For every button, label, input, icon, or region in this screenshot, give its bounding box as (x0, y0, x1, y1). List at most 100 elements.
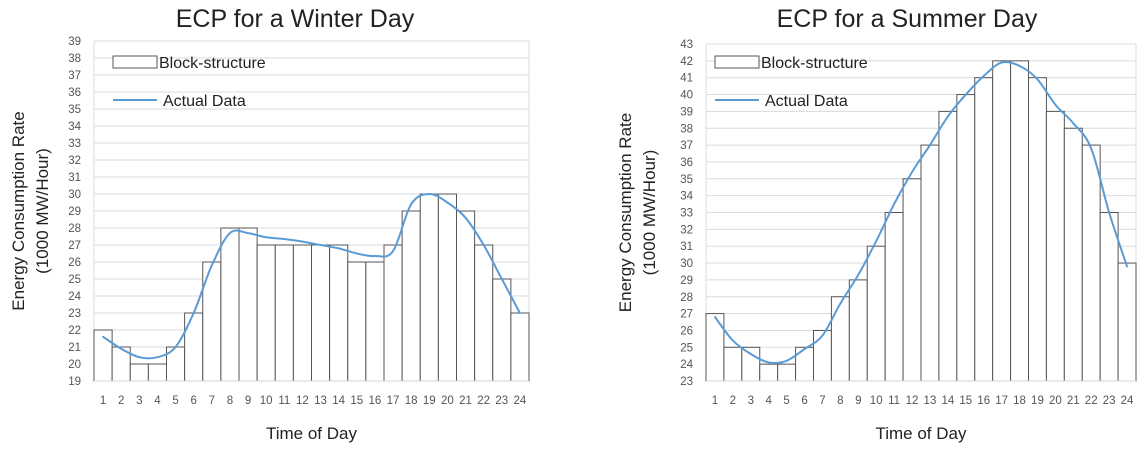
x-tick-label: 13 (314, 395, 327, 407)
chart-title: ECP for a Summer Day (777, 5, 1038, 33)
x-tick-label: 6 (801, 395, 807, 407)
y-tick-label: 22 (68, 325, 81, 337)
bar (383, 244, 403, 382)
y-tick-label: 36 (680, 157, 693, 169)
bar (329, 244, 349, 382)
x-tick-label: 15 (959, 395, 972, 407)
x-tick-label: 16 (369, 395, 382, 407)
x-tick-label: 3 (748, 395, 754, 407)
x-tick-label: 10 (870, 395, 883, 407)
bar (456, 210, 476, 382)
x-axis-ticks: 1 2 3 4 5 6 7 8 9 10 11 12 13 14 15 16 17 18 19 20 21 22 23 24 (712, 395, 1134, 407)
y-tick-label: 37 (680, 140, 693, 152)
legend-swatch-block-structure (112, 55, 158, 69)
bar (365, 261, 385, 382)
bar (956, 94, 976, 382)
x-tick-label: 21 (1067, 395, 1080, 407)
x-axis-title: Time of Day (875, 424, 967, 443)
y-tick-label: 27 (68, 240, 81, 252)
block-structure-series (93, 193, 530, 382)
chart-title: ECP for a Winter Day (176, 5, 415, 33)
x-axis-title: Time of Day (266, 424, 358, 443)
bar (992, 60, 1012, 382)
bar (419, 193, 439, 382)
bar (474, 244, 494, 382)
x-tick-label: 12 (906, 395, 919, 407)
x-tick-label: 19 (423, 395, 436, 407)
gridlines (94, 40, 529, 382)
x-tick-label: 9 (855, 395, 861, 407)
bar (1063, 127, 1083, 382)
bar (129, 363, 149, 382)
y-tick-label: 19 (68, 376, 81, 388)
y-tick-label: 26 (68, 257, 81, 269)
y-tick-label: 29 (68, 206, 81, 218)
bar (401, 210, 421, 382)
y-tick-label: 42 (680, 56, 693, 68)
x-tick-label: 17 (995, 395, 1008, 407)
y-tick-label: 31 (68, 172, 81, 184)
x-tick-label: 12 (296, 395, 309, 407)
bar (902, 178, 922, 382)
x-tick-label: 9 (245, 395, 251, 407)
bar (1028, 77, 1047, 382)
y-tick-label: 25 (680, 342, 693, 354)
x-tick-label: 20 (1049, 395, 1062, 407)
y-tick-label: 35 (68, 104, 81, 116)
x-tick-label: 22 (1085, 395, 1098, 407)
y-tick-label: 43 (680, 39, 693, 51)
bar (347, 261, 367, 382)
x-tick-label: 18 (1013, 395, 1026, 407)
y-tick-label: 26 (680, 325, 693, 337)
bar (1117, 262, 1137, 382)
bar (1010, 60, 1030, 382)
x-tick-label: 21 (459, 395, 472, 407)
x-tick-label: 22 (477, 395, 490, 407)
x-tick-label: 5 (783, 395, 789, 407)
y-tick-label: 30 (680, 258, 693, 270)
x-tick-label: 8 (227, 395, 233, 407)
x-tick-label: 11 (888, 395, 900, 407)
y-tick-label: 33 (680, 208, 693, 220)
y-tick-label: 33 (68, 138, 81, 150)
y-tick-label: 32 (680, 224, 693, 236)
y-axis-title-line1: Energy Consumption Rate (616, 113, 635, 312)
x-tick-label: 4 (154, 395, 161, 407)
bar (1045, 110, 1065, 382)
x-tick-label: 14 (941, 395, 954, 407)
bar (974, 77, 994, 382)
y-tick-label: 38 (680, 123, 693, 135)
bar (256, 244, 276, 382)
y-tick-label: 37 (68, 70, 81, 82)
x-tick-label: 18 (405, 395, 418, 407)
x-tick-label: 1 (100, 395, 106, 407)
bar (220, 227, 240, 382)
x-tick-label: 17 (387, 395, 400, 407)
block-structure-series (705, 60, 1137, 382)
x-tick-label: 3 (136, 395, 142, 407)
y-tick-label: 34 (680, 191, 693, 203)
bar (705, 313, 725, 382)
bar (184, 312, 204, 382)
y-tick-label: 30 (68, 189, 81, 201)
y-tick-label: 39 (680, 106, 693, 118)
bar (759, 363, 779, 382)
x-axis-ticks: 1 2 3 4 5 6 7 8 9 10 11 12 13 14 15 16 17 18 19 20 21 22 23 24 (100, 395, 527, 407)
x-tick-label: 19 (1031, 395, 1044, 407)
y-axis-title-line2: (1000 MW/Hour) (33, 148, 52, 274)
y-tick-label: 23 (68, 308, 81, 320)
legend-label-actual-data: Actual Data (765, 93, 848, 110)
x-tick-label: 2 (730, 395, 736, 407)
bar (437, 193, 457, 382)
legend-label-block-structure: Block-structure (159, 55, 266, 72)
bar (777, 363, 797, 382)
x-tick-label: 23 (1103, 395, 1116, 407)
x-tick-label: 23 (495, 395, 508, 407)
legend-swatch-block-structure (714, 55, 760, 69)
bar (1081, 144, 1101, 382)
bar (884, 212, 904, 382)
x-tick-label: 11 (278, 395, 290, 407)
y-tick-label: 38 (68, 53, 81, 65)
y-axis-title-line1: Energy Consumption Rate (9, 111, 28, 310)
